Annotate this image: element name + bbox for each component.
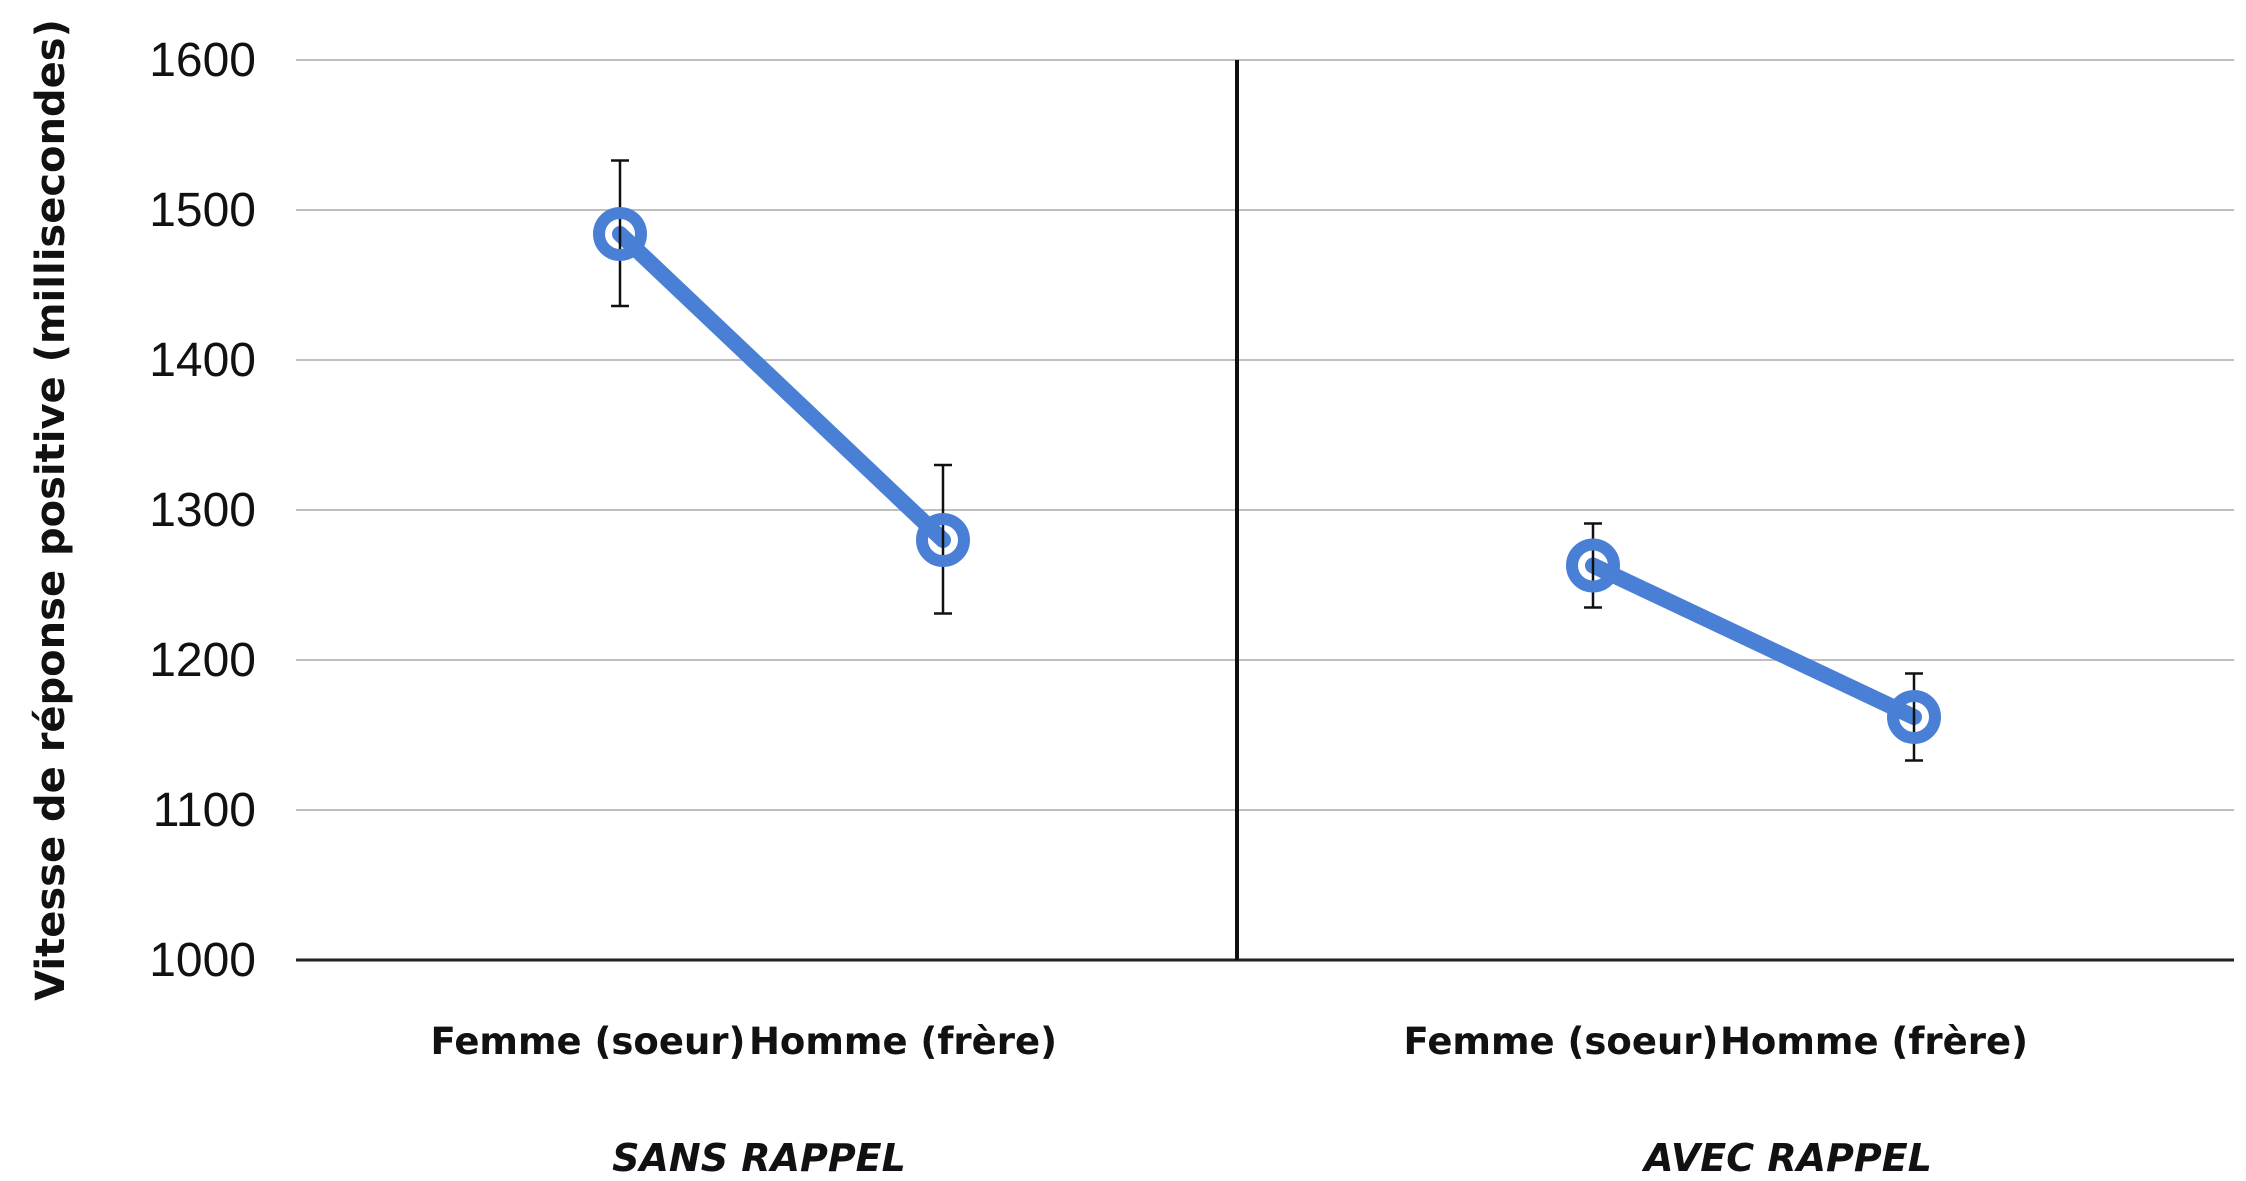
category-label: Femme (soeur) <box>1404 1020 1719 1063</box>
group-label: SANS RAPPEL <box>612 1136 906 1180</box>
error-bars <box>611 159 1923 762</box>
series-lines <box>612 226 1922 725</box>
series-line <box>1585 557 1922 725</box>
y-tick-label: 1500 <box>149 184 256 237</box>
category-label: Homme (frère) <box>1720 1020 2028 1063</box>
y-tick-label: 1300 <box>149 484 256 537</box>
category-label: Homme (frère) <box>749 1020 1057 1063</box>
y-tick-label: 1200 <box>149 634 256 687</box>
category-labels: Femme (soeur) Homme (frère) Femme (soeur) H… <box>431 1020 2028 1063</box>
data-point <box>593 207 647 261</box>
series-line <box>612 226 951 548</box>
y-tick-label: 1000 <box>149 934 256 987</box>
y-axis-label: Vitesse de réponse positive (millisecond… <box>28 19 74 1001</box>
y-tick-label: 1400 <box>149 334 256 387</box>
data-points <box>593 207 1941 744</box>
data-point <box>916 513 970 567</box>
gridlines <box>296 59 2234 811</box>
category-label: Femme (soeur) <box>431 1020 746 1063</box>
data-point <box>1887 690 1941 744</box>
y-tick-label: 1100 <box>153 784 256 837</box>
y-tick-labels: 1000 1100 1200 1300 1400 1500 1600 <box>149 34 256 987</box>
data-point <box>1566 538 1620 593</box>
group-label: AVEC RAPPEL <box>1641 1136 1932 1180</box>
group-labels: SANS RAPPEL AVEC RAPPEL <box>612 1136 1932 1180</box>
y-tick-label: 1600 <box>149 34 256 87</box>
